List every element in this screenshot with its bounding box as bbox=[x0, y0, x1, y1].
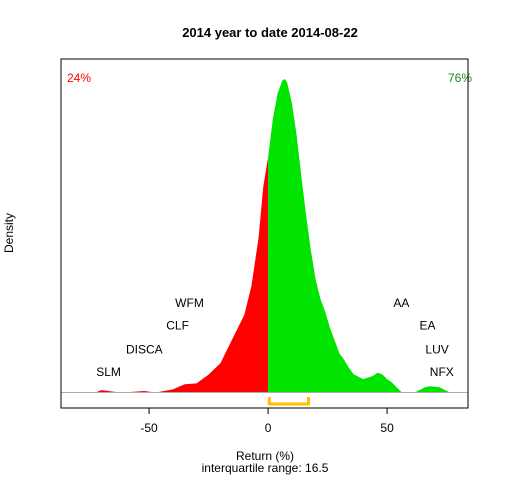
negative-share-label: 24% bbox=[67, 71, 91, 85]
y-axis-label: Density bbox=[2, 213, 16, 253]
outlier-label: DISCA bbox=[126, 343, 163, 357]
x-tick-label: -50 bbox=[140, 421, 158, 435]
outlier-label: LUV bbox=[425, 343, 448, 357]
negative-density-area bbox=[61, 157, 269, 392]
density-areas bbox=[61, 79, 468, 406]
x-tick-label: 50 bbox=[380, 421, 394, 435]
outlier-label: EA bbox=[419, 318, 435, 332]
x-axis-label: Return (%) bbox=[236, 449, 294, 463]
iqr-caption: interquartile range: 16.5 bbox=[202, 461, 329, 475]
x-tick-label: 0 bbox=[265, 421, 272, 435]
positive-density-area bbox=[268, 79, 468, 392]
iqr-bracket bbox=[267, 397, 311, 406]
plot-frame bbox=[60, 58, 469, 409]
outlier-label: SLM bbox=[96, 365, 121, 379]
outlier-label: NFX bbox=[430, 365, 454, 379]
outlier-label: CLF bbox=[166, 318, 189, 332]
x-axis: -50 0 50 bbox=[140, 408, 394, 435]
outlier-label: AA bbox=[393, 296, 409, 310]
chart-title: 2014 year to date 2014-08-22 bbox=[182, 25, 358, 40]
outlier-label: WFM bbox=[175, 296, 204, 310]
positive-share-label: 76% bbox=[448, 71, 472, 85]
